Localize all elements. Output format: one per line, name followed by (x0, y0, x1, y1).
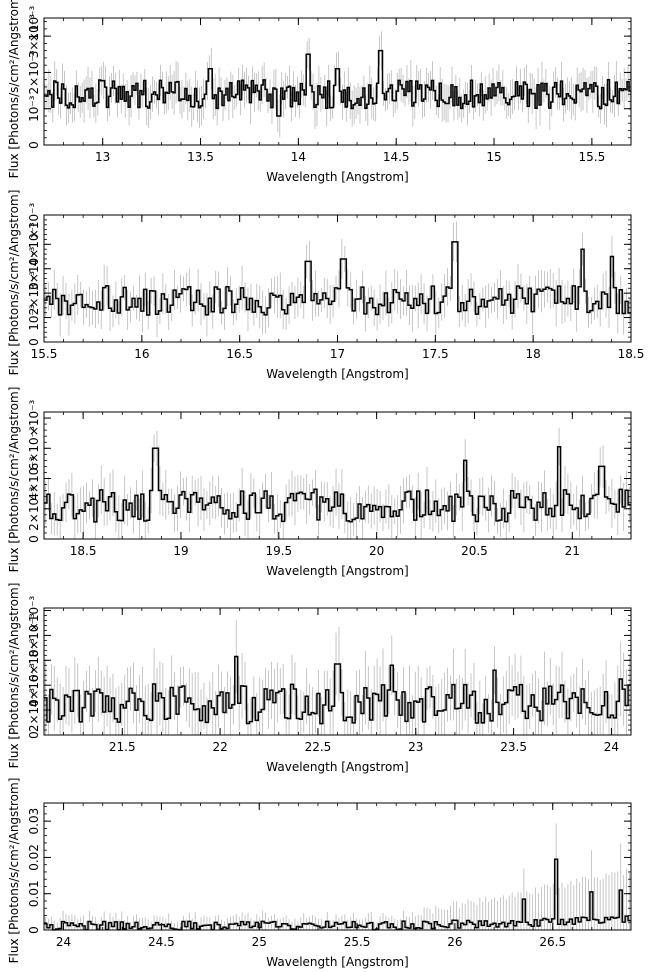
x-tick-label: 15 (486, 150, 501, 164)
y-exponent-label: ×10⁻³ (27, 203, 41, 240)
x-tick-label: 22.5 (305, 740, 332, 754)
y-tick-label: 3×10⁻³ (27, 246, 41, 290)
x-tick-label: 20.5 (461, 544, 488, 558)
x-axis-label: Wavelength [Angstrom] (266, 955, 408, 969)
y-tick-label: 6×10⁻³ (27, 426, 41, 470)
y-exponent-label: ×10⁻³ (27, 6, 41, 43)
error-bars (45, 221, 630, 338)
x-tick-label: 16.5 (226, 347, 253, 361)
y-tick-label: 4×10⁻³ (27, 456, 41, 500)
x-tick-label: 16 (134, 347, 149, 361)
x-tick-label: 18 (526, 347, 541, 361)
y-tick-label: 0 (27, 535, 41, 543)
x-tick-label: 19.5 (265, 544, 292, 558)
x-axis-label: Wavelength [Angstrom] (266, 367, 408, 381)
y-tick-label: 4×10⁻³ (27, 222, 41, 266)
y-axis-label: Flux [Photons/s/cm²/Angstrom] (7, 778, 21, 964)
chart-panel-2: 15.5 16 16.5 17 17.5 18 18.5 0 10⁻³2×10⁻³3×10⁻³4… (7, 190, 644, 381)
x-tick-label: 19 (173, 544, 188, 558)
spectrum-series (44, 49, 631, 117)
x-axis-label: Wavelength [Angstrom] (266, 564, 408, 578)
x-tick-label: 14 (291, 150, 306, 164)
spectrum-series (44, 446, 631, 523)
x-tick-label: 20 (369, 544, 384, 558)
y-tick-label: 6×10⁻³ (27, 638, 41, 682)
y-tick-label: 2×10⁻³ (27, 487, 41, 531)
x-tick-label: 23.5 (500, 740, 527, 754)
y-tick-label: 4×10⁻³ (27, 663, 41, 707)
plot-frame (43, 17, 632, 146)
chart-panel-3: 18.5 19 19.5 20 20.5 21 0 2×10⁻³4×10⁻³6×10⁻³×10… (7, 387, 632, 578)
y-tick-label: 2×10⁻³ (27, 50, 41, 94)
chart-panel-1: 13 13.5 14 14.5 15 15.5 0 10⁻³2×10⁻³3×10⁻³×10⁻³… (7, 0, 632, 184)
y-axis-label: Flux [Photons/s/cm²/Angstrom] (7, 0, 21, 178)
y-tick-label: 0.02 (27, 844, 41, 871)
x-tick-label: 23 (408, 740, 423, 754)
x-tick-label: 17 (330, 347, 345, 361)
x-tick-label: 24.5 (148, 935, 175, 949)
x-tick-label: 24 (56, 935, 71, 949)
y-exponent-label: ×10⁻³ (27, 596, 41, 633)
x-tick-label: 21.5 (109, 740, 136, 754)
x-tick-label: 22 (212, 740, 227, 754)
y-tick-label: 2×10⁻³ (27, 271, 41, 315)
chart-panel-5: 24 24.5 25 25.5 26 26.5 0 0.01 0.02 0.03 Wavelengt… (7, 778, 632, 969)
x-axis-label: Wavelength [Angstrom] (266, 170, 408, 184)
y-tick-label: 3×10⁻³ (27, 14, 41, 58)
x-tick-label: 13.5 (187, 150, 214, 164)
spectrum-series (44, 858, 631, 931)
y-tick-label: 10⁻³ (27, 304, 41, 331)
y-tick-label: 0 (27, 926, 41, 934)
y-tick-label: 2×10⁻³ (27, 688, 41, 732)
x-tick-label: 26.5 (539, 935, 566, 949)
plot-frame (43, 411, 632, 540)
x-tick-label: 15.5 (31, 347, 58, 361)
y-axis-label: Flux [Photons/s/cm²/Angstrom] (7, 583, 21, 769)
y-axis-label: Flux [Photons/s/cm²/Angstrom] (7, 387, 21, 573)
y-tick-label: 0 (27, 731, 41, 739)
y-tick-label: 10⁻³ (27, 95, 41, 122)
x-tick-label: 13 (95, 150, 110, 164)
x-tick-label: 25.5 (344, 935, 371, 949)
x-axis-label: Wavelength [Angstrom] (266, 760, 408, 774)
x-tick-label: 17.5 (422, 347, 449, 361)
spectrum-series (44, 241, 631, 316)
y-tick-label: 0.01 (27, 880, 41, 907)
y-tick-label: 0 (27, 338, 41, 346)
x-tick-label: 18.5 (618, 347, 645, 361)
y-tick-label: 8×10⁻³ (27, 613, 41, 657)
plot-frame (43, 214, 632, 343)
plot-frame (43, 802, 632, 931)
x-tick-label: 24 (604, 740, 619, 754)
x-tick-label: 18.5 (70, 544, 97, 558)
error-bars (45, 428, 630, 539)
error-bars (45, 619, 630, 735)
x-tick-label: 21 (565, 544, 580, 558)
error-bars (45, 823, 630, 930)
y-exponent-label: ×10⁻³ (27, 400, 41, 437)
chart-panel-4: 21.5 22 22.5 23 23.5 24 02×10⁻³4×10⁻³6×10⁻³8×1… (7, 583, 632, 774)
x-tick-label: 25 (252, 935, 267, 949)
y-axis-label: Flux [Photons/s/cm²/Angstrom] (7, 190, 21, 376)
spectrum-series (44, 655, 631, 725)
x-tick-label: 14.5 (383, 150, 410, 164)
y-tick-label: 0 (27, 141, 41, 149)
y-tick-label: 0.03 (27, 808, 41, 835)
x-tick-label: 15.5 (579, 150, 606, 164)
x-tick-label: 26 (447, 935, 462, 949)
